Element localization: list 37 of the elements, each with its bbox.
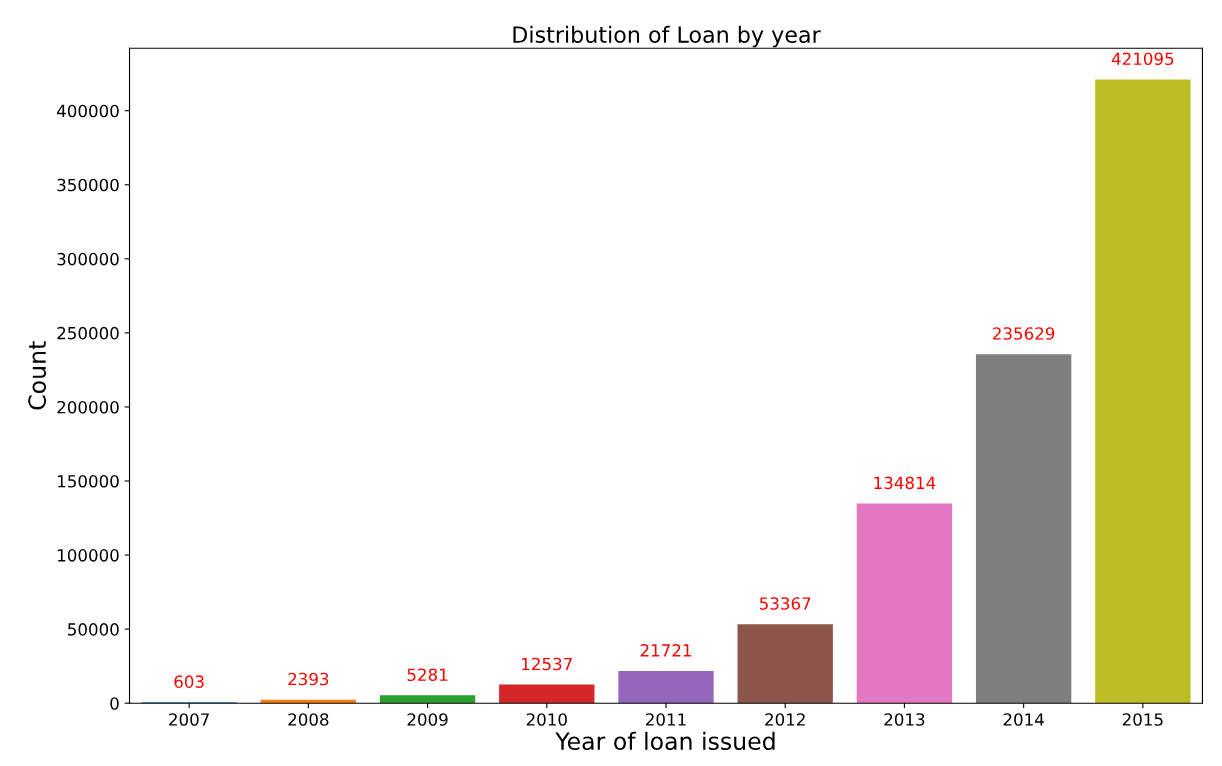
y-tick-label: 150000 [58,474,119,488]
y-tick-label: 300000 [57,252,119,266]
data-label: 235629 [993,327,1055,340]
x-tick-label: 2015 [1122,713,1163,726]
data-label: 2393 [288,672,329,686]
chart-title: Distribution of Loan by year [513,25,821,48]
data-label: 5281 [407,668,448,682]
x-tick-label: 2008 [288,713,329,726]
bar [379,695,476,704]
bar [499,684,595,704]
bar [975,354,1072,704]
bar [618,671,714,704]
x-tick-label: 2014 [1003,713,1044,726]
data-label: 603 [174,675,204,688]
bar [1095,79,1191,704]
y-axis-title: Count [28,341,47,410]
bar [737,624,833,704]
x-axis-title: Year of loan issued [555,731,775,751]
y-tick-label: 400000 [57,104,119,118]
y-tick-label: 100000 [58,549,119,562]
x-tick-label: 2013 [884,713,925,726]
y-tick-label: 350000 [57,178,119,192]
data-label: 421095 [1111,52,1174,66]
x-tick-label: 2009 [407,713,448,726]
x-tick-label: 2011 [646,713,686,726]
data-label: 53367 [759,597,811,610]
data-label: 21721 [640,644,691,657]
y-tick-label: 50000 [68,623,119,636]
y-tick-label: 250000 [57,326,119,340]
y-tick-label: 0 [110,697,119,710]
y-tick-label: 200000 [57,400,119,414]
x-tick-label: 2010 [526,713,567,726]
x-tick-label: 2012 [765,713,805,726]
x-tick-label: 2007 [169,713,209,726]
bar [856,503,953,704]
data-label: 12537 [522,657,572,671]
data-label: 134814 [874,476,936,490]
